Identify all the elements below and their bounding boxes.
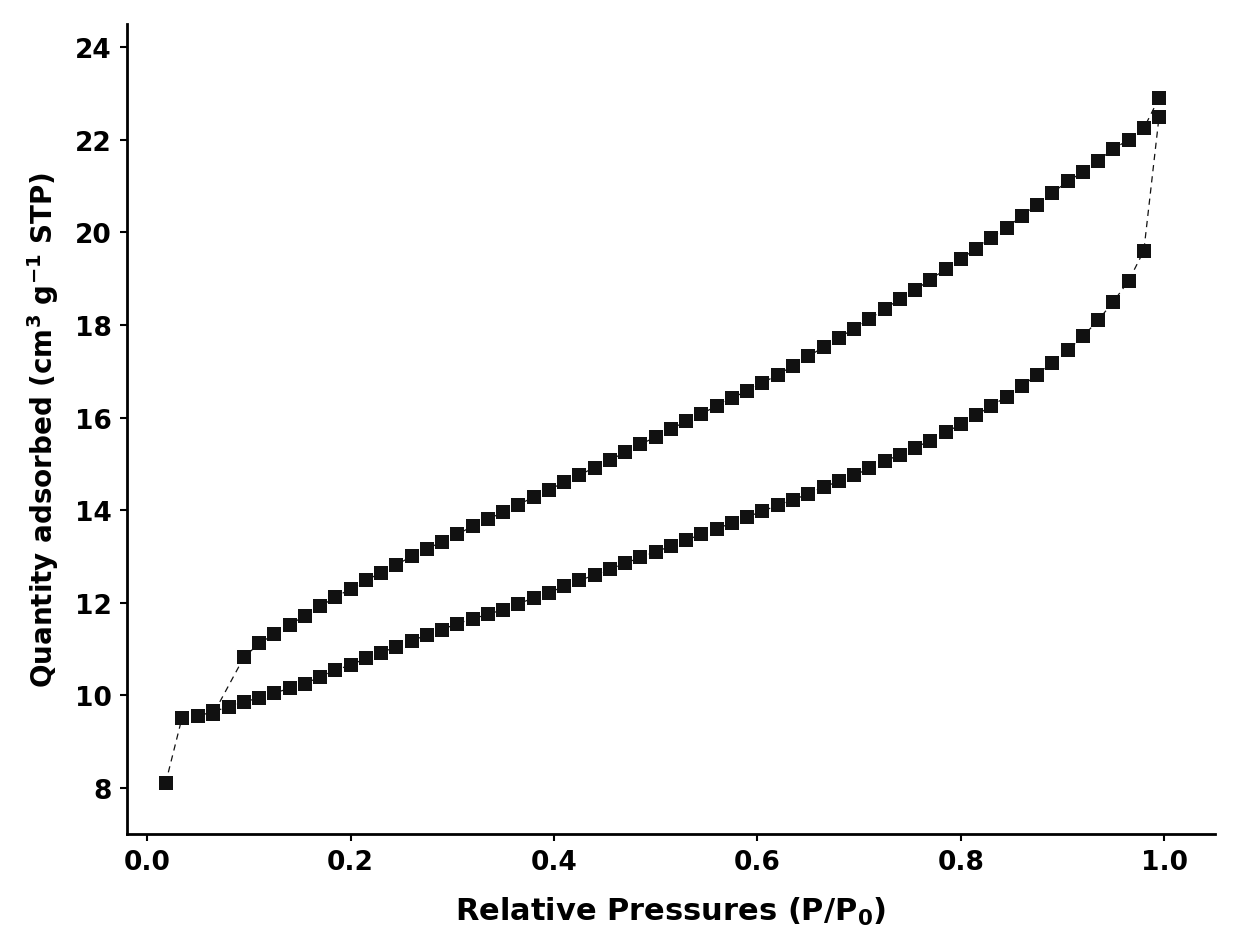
X-axis label: Relative Pressures (P/P$_0$): Relative Pressures (P/P$_0$)	[455, 895, 887, 927]
Y-axis label: Quantity adsorbed (cm$^3$ g$^{-1}$ STP): Quantity adsorbed (cm$^3$ g$^{-1}$ STP)	[25, 172, 61, 687]
